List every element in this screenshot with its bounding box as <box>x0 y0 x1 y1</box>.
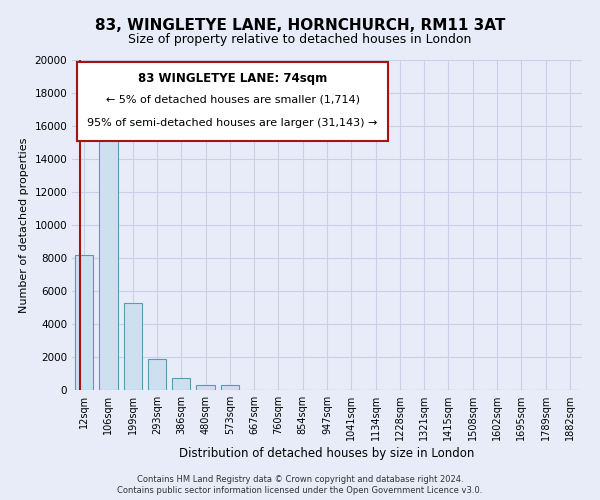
Text: ← 5% of detached houses are smaller (1,714): ← 5% of detached houses are smaller (1,7… <box>106 94 359 104</box>
X-axis label: Distribution of detached houses by size in London: Distribution of detached houses by size … <box>179 448 475 460</box>
Bar <box>75 254 93 390</box>
Bar <box>100 116 118 390</box>
Bar <box>172 378 190 390</box>
FancyBboxPatch shape <box>77 62 388 141</box>
Bar <box>221 385 239 390</box>
Text: Contains HM Land Registry data © Crown copyright and database right 2024.: Contains HM Land Registry data © Crown c… <box>137 475 463 484</box>
Text: 95% of semi-detached houses are larger (31,143) →: 95% of semi-detached houses are larger (… <box>88 118 378 128</box>
Text: 83, WINGLETYE LANE, HORNCHURCH, RM11 3AT: 83, WINGLETYE LANE, HORNCHURCH, RM11 3AT <box>95 18 505 32</box>
Text: 83 WINGLETYE LANE: 74sqm: 83 WINGLETYE LANE: 74sqm <box>138 72 327 85</box>
Text: Size of property relative to detached houses in London: Size of property relative to detached ho… <box>128 32 472 46</box>
Y-axis label: Number of detached properties: Number of detached properties <box>19 138 29 312</box>
Text: Contains public sector information licensed under the Open Government Licence v3: Contains public sector information licen… <box>118 486 482 495</box>
Bar <box>124 302 142 390</box>
Bar <box>148 360 166 390</box>
Bar <box>196 385 215 390</box>
